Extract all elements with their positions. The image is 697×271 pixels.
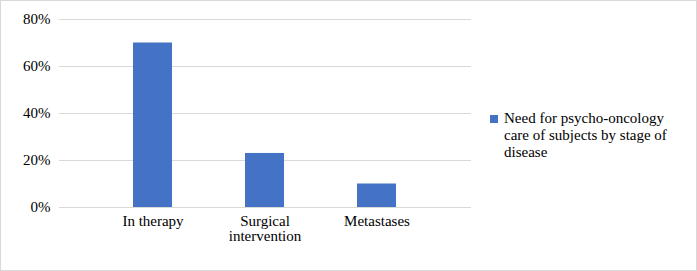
svg-text:80%: 80% — [23, 11, 51, 27]
svg-text:60%: 60% — [23, 58, 51, 74]
svg-text:Surgicalintervention: Surgicalintervention — [229, 213, 302, 244]
html-text:Need for psycho-oncology care: Need for psycho-oncology care of subject… — [504, 109, 667, 161]
svg-text:20%: 20% — [23, 152, 51, 168]
svg-text:40%: 40% — [23, 105, 51, 121]
svg-text:In therapy: In therapy — [122, 213, 184, 229]
svg-text:0%: 0% — [31, 199, 51, 215]
svg-text:Metastases: Metastases — [344, 213, 410, 229]
